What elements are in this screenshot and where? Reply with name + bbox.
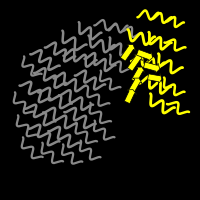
Polygon shape <box>143 62 160 73</box>
Polygon shape <box>124 90 137 104</box>
Polygon shape <box>120 44 136 61</box>
Polygon shape <box>136 49 153 62</box>
Polygon shape <box>131 67 145 82</box>
Polygon shape <box>128 78 142 93</box>
Polygon shape <box>148 73 162 84</box>
Polygon shape <box>127 54 143 71</box>
